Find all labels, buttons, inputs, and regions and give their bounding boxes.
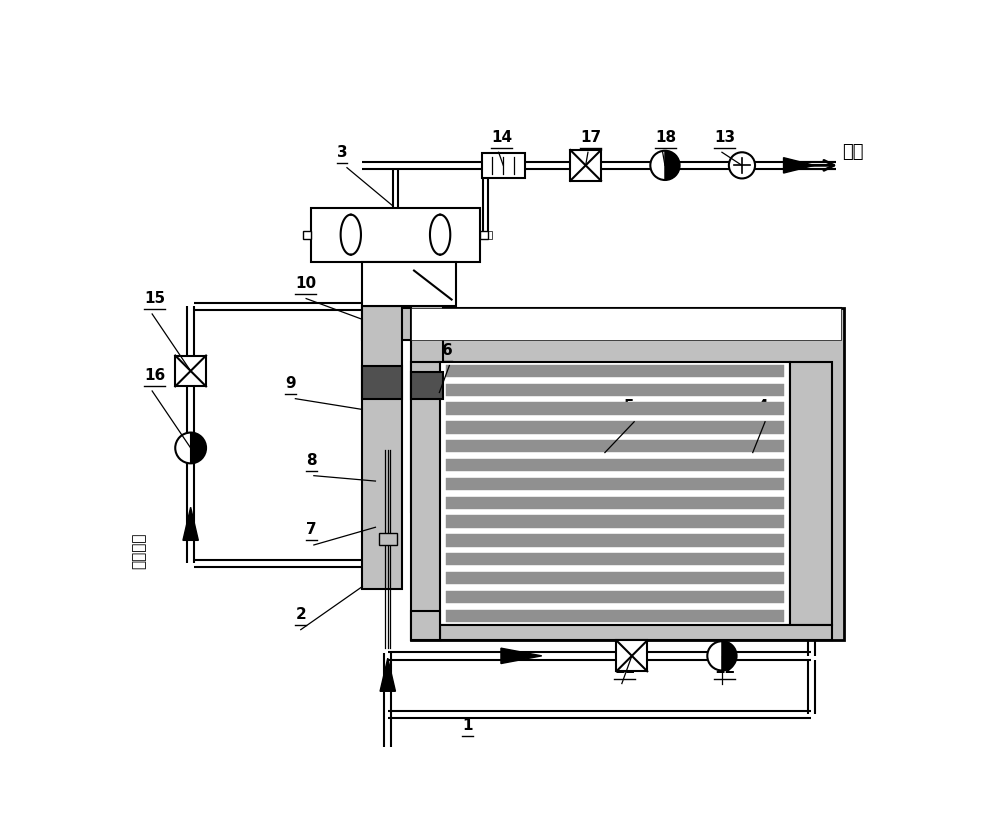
Text: 12: 12 [714,661,735,676]
Circle shape [175,433,206,463]
Bar [411,308,844,640]
Bar [446,591,784,603]
Bar [790,362,832,625]
Bar [446,515,784,528]
Bar [446,365,784,377]
Polygon shape [380,658,395,691]
Polygon shape [784,158,814,173]
Bar [411,362,440,640]
Bar [446,440,784,452]
Bar [446,534,784,547]
Text: 15: 15 [144,291,166,306]
Text: 13: 13 [714,129,735,144]
Bar [446,477,784,490]
Bar [439,362,790,625]
Bar [379,534,397,545]
Bar [362,262,456,306]
Polygon shape [501,649,542,664]
Circle shape [707,641,737,670]
Text: 6: 6 [442,343,452,358]
Bar [482,153,525,178]
Text: 7: 7 [306,522,317,537]
Bar [616,640,647,671]
Text: 16: 16 [144,368,166,383]
Bar [446,459,784,472]
Text: 3: 3 [337,145,348,160]
Bar [439,625,832,640]
Text: 冷却气流: 冷却气流 [131,532,146,569]
Text: 大气: 大气 [842,143,864,160]
Bar [446,572,784,584]
Text: 17: 17 [580,129,601,144]
Circle shape [729,152,755,179]
Bar [446,403,784,414]
Text: 2: 2 [295,607,306,622]
Bar [488,231,492,238]
Bar [446,421,784,434]
Bar [411,308,841,340]
Text: 9: 9 [285,376,296,391]
Bar [311,208,480,262]
Polygon shape [183,508,198,540]
Text: 10: 10 [295,276,316,291]
Text: 4: 4 [757,399,768,414]
Wedge shape [722,642,736,670]
Bar [411,611,440,640]
Bar [411,302,443,512]
Text: 11: 11 [614,661,635,676]
Bar [480,231,488,238]
Bar [175,356,206,386]
Circle shape [650,151,680,180]
Bar [570,150,601,180]
Bar [446,383,784,396]
Text: 18: 18 [655,129,676,144]
Bar [362,367,402,399]
Bar [411,372,443,399]
Text: 5: 5 [624,399,635,414]
Wedge shape [191,433,206,463]
Bar [446,497,784,509]
Bar [303,231,311,238]
Text: 1: 1 [462,718,473,732]
Bar [362,308,841,340]
Bar [446,553,784,565]
Bar [446,610,784,622]
Wedge shape [665,151,679,180]
Bar [362,306,402,589]
Text: 14: 14 [491,129,512,144]
Text: 8: 8 [306,453,317,468]
